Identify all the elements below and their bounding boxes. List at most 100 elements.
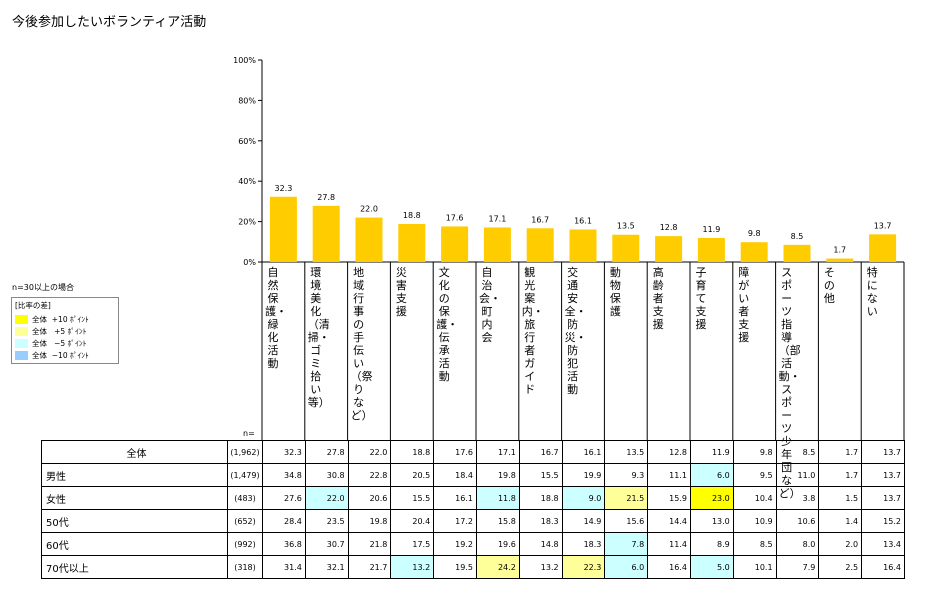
- category-label: 特にない: [866, 266, 878, 318]
- row-sample-size: (483): [227, 486, 263, 510]
- table-cell: 16.7: [518, 440, 563, 464]
- category-label: 動物保護: [609, 266, 621, 318]
- table-cell: 19.2: [433, 532, 477, 556]
- category-label: 自治会・町内会: [479, 266, 501, 344]
- table-cell: 13.7: [861, 440, 905, 464]
- table-cell: 6.0: [604, 555, 649, 579]
- table-cell: 10.4: [732, 486, 777, 510]
- table-cell: 9.5: [732, 463, 777, 487]
- bar: [441, 226, 469, 262]
- bar: [740, 242, 768, 262]
- bar-value-label: 11.9: [702, 225, 720, 234]
- table-cell: 18.3: [518, 509, 563, 533]
- y-tick-label: 100%: [233, 56, 256, 65]
- bar-value-label: 16.7: [531, 215, 549, 224]
- table-cell: 19.9: [561, 463, 606, 487]
- table-cell: 7.8: [604, 532, 649, 556]
- bar-value-label: 22.0: [360, 205, 378, 214]
- category-label: 観光案内・旅行者ガイド: [521, 266, 544, 396]
- category-label: 自然保護・緑化活動: [265, 266, 287, 370]
- table-cell: 10.6: [775, 509, 820, 533]
- table-cell: 27.6: [262, 486, 306, 510]
- legend-swatch: [15, 326, 28, 336]
- table-cell: 13.4: [861, 532, 905, 556]
- y-tick-label: 60%: [238, 137, 256, 146]
- category-label: 交通安全・防災・防犯活動: [564, 266, 587, 396]
- row-sample-size: (318): [227, 555, 263, 579]
- legend-label: 全体 −5 ﾎﾟｲﾝﾄ: [32, 338, 87, 348]
- table-row: 60代 (992) 36.8 30.7 21.8 17.5 19.2 19.6 14.8 18.3…: [41, 532, 905, 556]
- chart-title: 今後参加したいボランティア活動: [12, 15, 207, 30]
- table-row: 70代以上 (318) 31.4 32.1 21.7 13.2 19.5 24.2 13.2 22…: [41, 555, 905, 579]
- table-cell: 15.8: [475, 509, 520, 533]
- table-cell: 20.4: [390, 509, 435, 533]
- table-cell: 13.2: [518, 555, 563, 579]
- table-cell: 16.1: [561, 440, 606, 464]
- crosstab-table: 全体 (1,962) 32.3 27.8 22.0 18.8 17.6 17.1 16.7 16.…: [41, 440, 905, 579]
- table-cell: 17.6: [433, 440, 477, 464]
- table-cell: 19.5: [433, 555, 477, 579]
- bar: [655, 236, 683, 262]
- table-cell: 16.4: [647, 555, 691, 579]
- row-sample-size: (1,962): [227, 440, 263, 464]
- table-cell: 8.5: [732, 532, 777, 556]
- y-tick-label: 40%: [238, 177, 256, 186]
- y-tick-label: 0%: [243, 258, 256, 267]
- bar: [569, 229, 597, 262]
- table-cell: 11.8: [475, 486, 520, 510]
- category-label: 子育て支援: [695, 266, 707, 331]
- table-cell: 15.2: [861, 509, 905, 533]
- table-cell: 17.2: [433, 509, 477, 533]
- legend: [比率の差] 全体 +10 ﾎﾟｲﾝﾄ 全体 +5 ﾎﾟｲﾝﾄ 全体 −5 ﾎﾟ…: [11, 297, 119, 364]
- table-cell: 31.4: [262, 555, 306, 579]
- y-tick-label: 80%: [238, 96, 256, 105]
- bar-value-label: 13.7: [874, 221, 892, 230]
- bar-value-label: 9.8: [748, 229, 761, 238]
- bar: [483, 227, 511, 262]
- legend-item: 全体 +10 ﾎﾟｲﾝﾄ: [15, 313, 115, 325]
- legend-item: 全体 −5 ﾎﾟｲﾝﾄ: [15, 337, 115, 349]
- legend-label: 全体 +10 ﾎﾟｲﾝﾄ: [32, 314, 89, 324]
- table-cell: 14.9: [561, 509, 606, 533]
- table-cell: 5.0: [689, 555, 734, 579]
- bar-value-label: 12.8: [660, 223, 678, 232]
- table-cell: 23.0: [689, 486, 734, 510]
- bar-value-label: 8.5: [791, 232, 804, 241]
- table-cell: 11.0: [775, 463, 820, 487]
- bar-value-label: 18.8: [403, 211, 421, 220]
- table-cell: 13.0: [689, 509, 734, 533]
- bar-value-label: 16.1: [574, 216, 592, 225]
- table-cell: 22.8: [347, 463, 392, 487]
- table-cell: 32.3: [262, 440, 306, 464]
- table-cell: 9.3: [604, 463, 649, 487]
- table-cell: 2.0: [818, 532, 863, 556]
- y-tick-label: 20%: [238, 218, 256, 227]
- bar: [783, 244, 811, 262]
- bar-value-label: 1.7: [833, 246, 846, 255]
- table-cell: 19.6: [475, 532, 520, 556]
- table-cell: 22.3: [561, 555, 606, 579]
- table-cell: 8.0: [775, 532, 820, 556]
- table-cell: 15.9: [647, 486, 691, 510]
- table-cell: 3.8: [775, 486, 820, 510]
- table-cell: 30.7: [304, 532, 349, 556]
- row-label: 全体: [41, 440, 228, 464]
- row-label: 70代以上: [41, 555, 228, 579]
- bar: [355, 217, 383, 262]
- table-cell: 11.4: [647, 532, 691, 556]
- table-row: 全体 (1,962) 32.3 27.8 22.0 18.8 17.6 17.1 16.7 16.…: [41, 440, 905, 464]
- bar: [697, 237, 725, 262]
- table-cell: 32.1: [304, 555, 349, 579]
- table-cell: 15.5: [390, 486, 435, 510]
- row-sample-size: (992): [227, 532, 263, 556]
- table-cell: 8.5: [775, 440, 820, 464]
- table-cell: 22.0: [304, 486, 349, 510]
- row-label: 女性: [41, 486, 228, 510]
- table-cell: 27.8: [304, 440, 349, 464]
- table-cell: 7.9: [775, 555, 820, 579]
- table-cell: 11.1: [647, 463, 691, 487]
- table-cell: 21.7: [347, 555, 392, 579]
- table-cell: 28.4: [262, 509, 306, 533]
- table-cell: 18.8: [390, 440, 435, 464]
